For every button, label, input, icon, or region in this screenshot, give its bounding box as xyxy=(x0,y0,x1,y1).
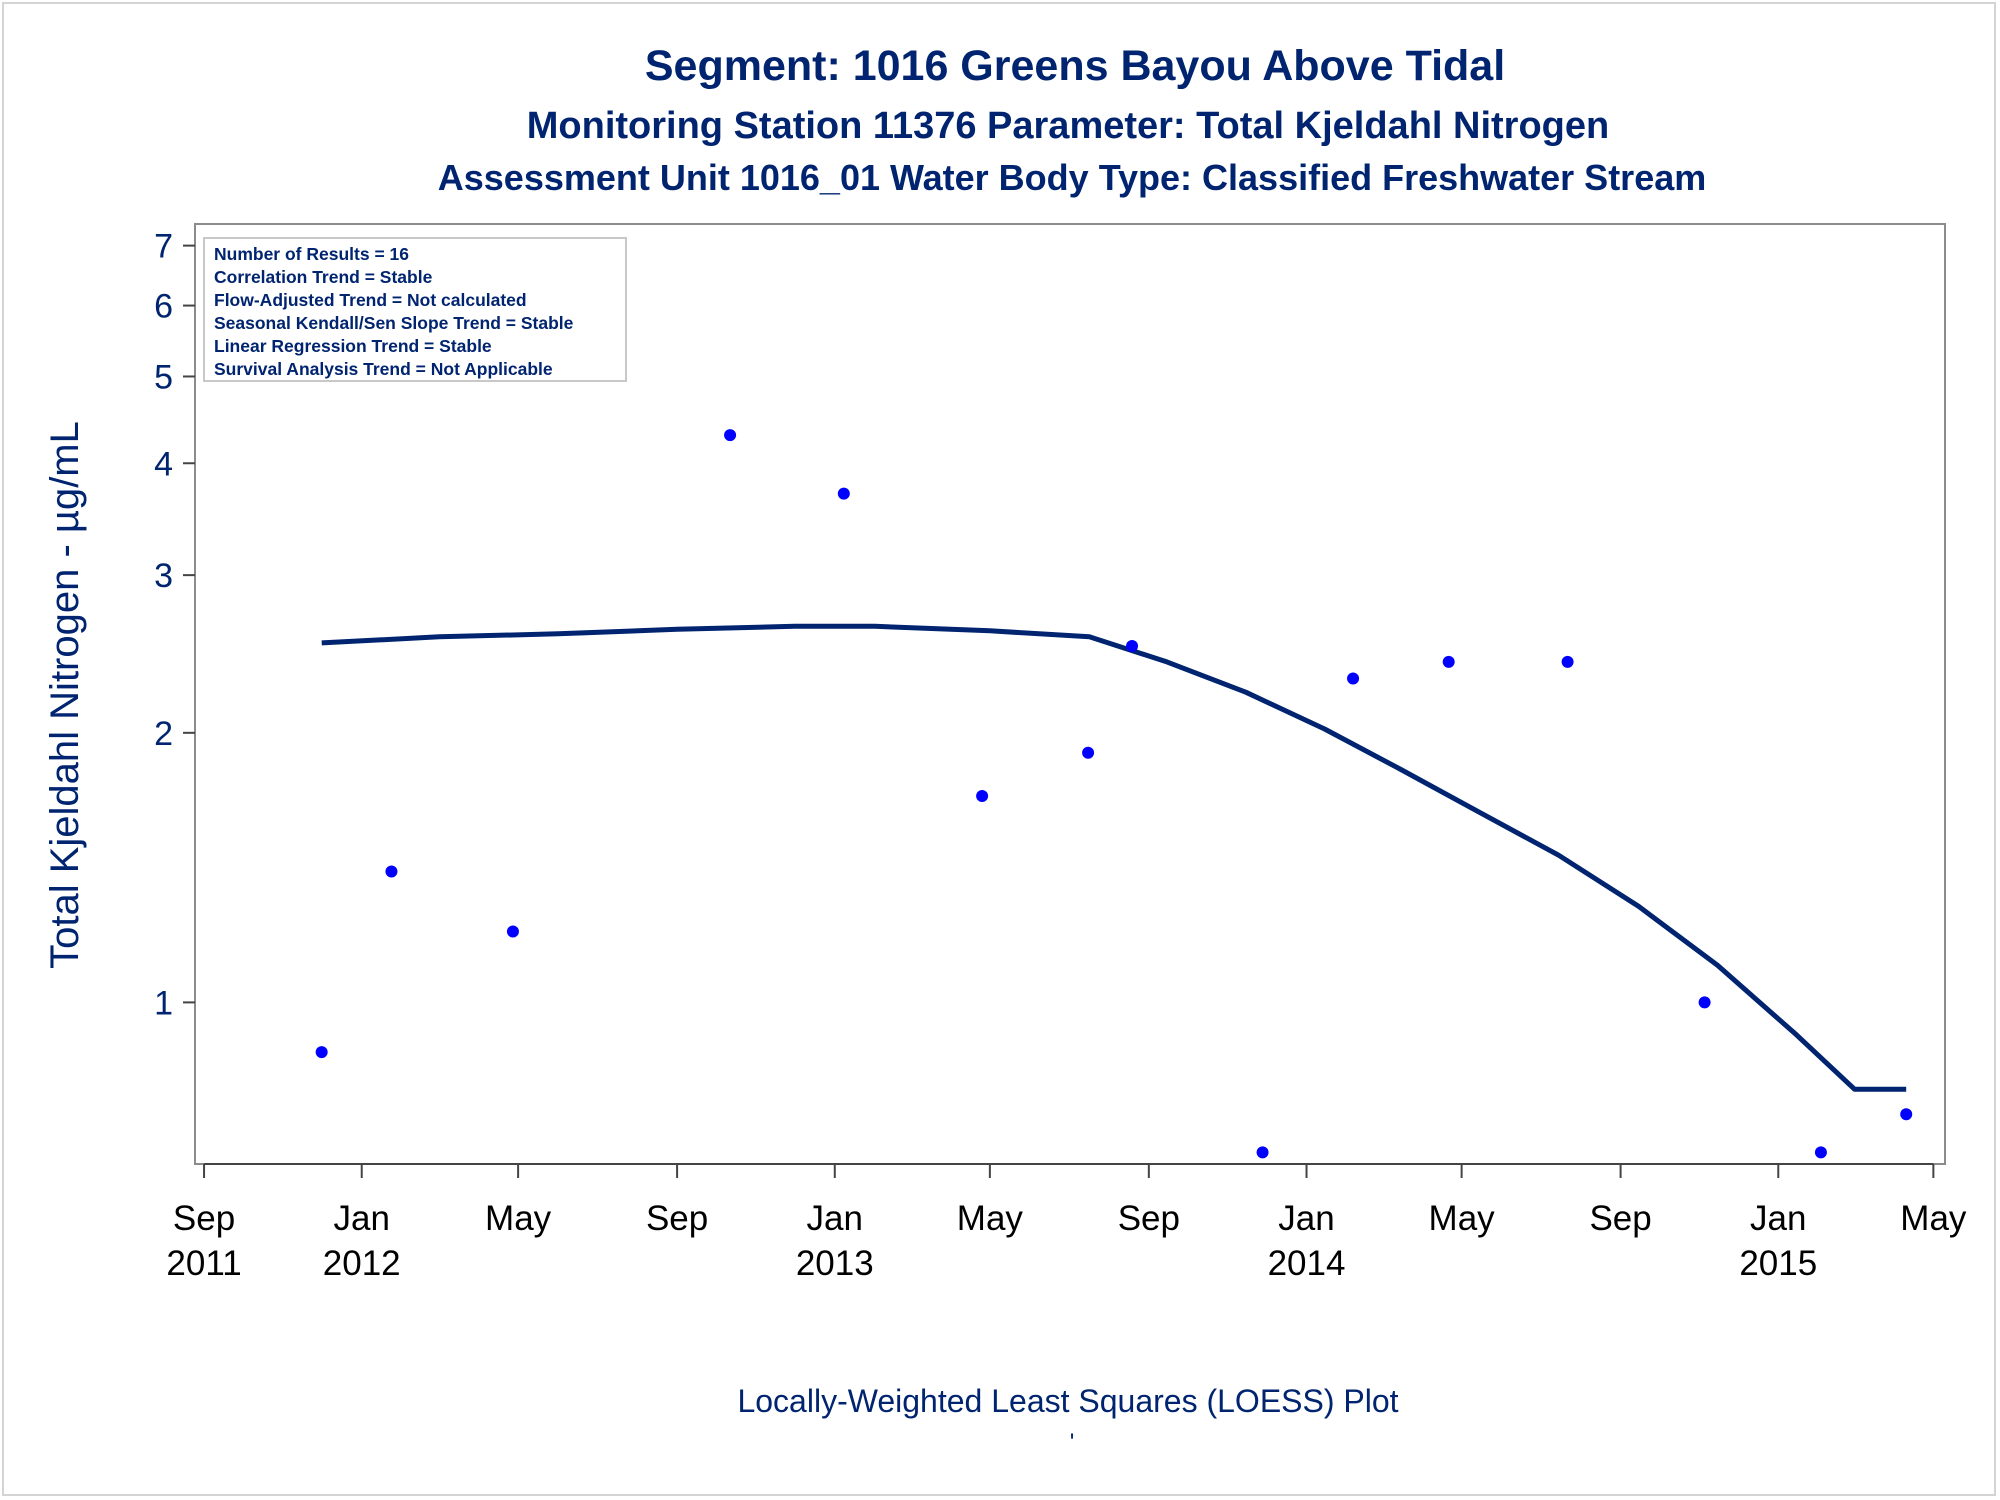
chart-title: Segment: 1016 Greens Bayou Above Tidal xyxy=(645,42,1505,90)
trend-legend-line: Number of Results = 16 xyxy=(214,244,409,264)
trend-legend-line: Linear Regression Trend = Stable xyxy=(214,336,492,356)
trend-legend-line: Flow-Adjusted Trend = Not calculated xyxy=(214,290,527,310)
data-point xyxy=(837,487,850,500)
data-point xyxy=(315,1046,328,1059)
series-layer xyxy=(315,256,1913,1159)
data-point xyxy=(506,925,519,938)
y-tick-label: 3 xyxy=(154,557,173,595)
data-point xyxy=(1814,1146,1827,1159)
x-tick-label-month: Sep xyxy=(1118,1199,1180,1238)
data-point xyxy=(1347,672,1360,685)
trend-legend-frame xyxy=(203,237,627,382)
trend-legend-line: Survival Analysis Trend = Not Applicable xyxy=(214,359,553,379)
x-tick-label-month: Jan xyxy=(1278,1199,1334,1238)
x-tick-label-month: May xyxy=(1429,1199,1496,1238)
x-tick-label-month: May xyxy=(485,1199,552,1238)
loess-line xyxy=(321,623,1907,1092)
footnote-mark: ' xyxy=(1070,1429,1075,1456)
data-point xyxy=(1900,1108,1913,1121)
x-tick-label-month: Sep xyxy=(173,1199,235,1238)
trend-legend-line: Correlation Trend = Stable xyxy=(214,267,433,287)
y-tick-label: 2 xyxy=(154,715,173,753)
data-point xyxy=(1698,996,1711,1009)
x-tick-label-month: May xyxy=(957,1199,1024,1238)
x-axis-label: Locally-Weighted Least Squares (LOESS) P… xyxy=(737,1383,1398,1419)
data-point xyxy=(1442,655,1455,668)
y-axis: 1 2 3 4 5 6 7 xyxy=(154,228,195,1022)
x-tick-label-year: 2013 xyxy=(796,1244,874,1283)
x-tick-label-year: 2014 xyxy=(1268,1244,1346,1283)
x-tick-label-month: Sep xyxy=(646,1199,708,1238)
x-tick-label-month: Jan xyxy=(1750,1199,1806,1238)
data-point xyxy=(1561,655,1574,668)
data-point xyxy=(976,790,989,803)
chart-subtitle: Monitoring Station 11376 Parameter: Tota… xyxy=(527,105,1609,147)
trend-legend-line: Seasonal Kendall/Sen Slope Trend = Stabl… xyxy=(214,313,574,333)
data-point xyxy=(1256,1146,1269,1159)
data-point xyxy=(724,429,737,442)
x-tick-label-month: Sep xyxy=(1589,1199,1651,1238)
y-tick-label: 1 xyxy=(154,984,173,1022)
x-axis: Sep 2011 Jan 2012 May Sep Jan 2013 May Sep Jan 2014… xyxy=(166,1163,1967,1283)
y-tick-label: 5 xyxy=(154,358,173,396)
data-point xyxy=(385,865,398,878)
y-tick-label: 6 xyxy=(154,288,173,326)
y-tick-label: 7 xyxy=(154,228,173,266)
data-point xyxy=(1126,640,1139,653)
chart-subtitle-2: Assessment Unit 1016_01 Water Body Type:… xyxy=(438,157,1707,198)
x-tick-label-month: Jan xyxy=(807,1199,863,1238)
x-tick-label-year: 2011 xyxy=(166,1244,241,1283)
y-tick-label: 4 xyxy=(154,445,173,483)
y-axis-label: Total Kjeldahl Nitrogen - µg/mL xyxy=(43,421,87,969)
x-tick-label-month: Jan xyxy=(334,1199,390,1238)
trend-legend-box: Number of Results = 16 Correlation Trend … xyxy=(203,237,627,382)
x-tick-label-month: May xyxy=(1900,1199,1967,1238)
x-tick-label-year: 2012 xyxy=(323,1244,401,1283)
x-tick-label-year: 2015 xyxy=(1739,1244,1817,1283)
data-point xyxy=(1082,746,1095,759)
